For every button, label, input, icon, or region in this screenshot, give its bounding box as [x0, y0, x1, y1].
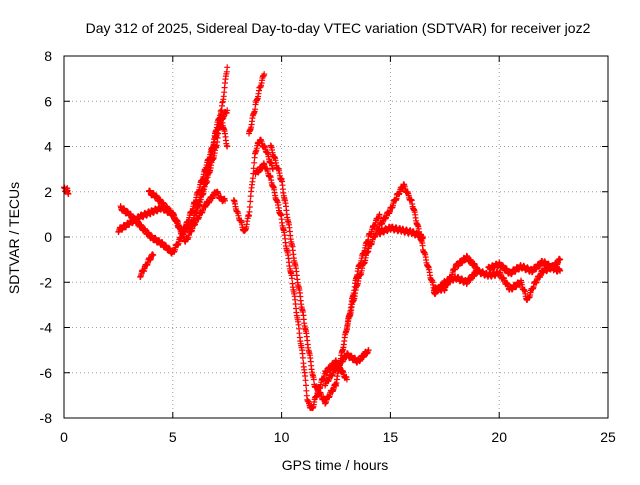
series-satellite-track-4 — [137, 251, 157, 280]
x-tick-label: 5 — [169, 429, 177, 445]
series-markers — [117, 107, 231, 257]
series-satellite-track-6 — [191, 108, 231, 217]
y-tick-label: -8 — [40, 410, 53, 426]
series-satellite-track-1 — [61, 184, 72, 197]
series-markers — [246, 71, 268, 137]
series-satellite-track-10 — [267, 142, 383, 407]
y-tick-label: -4 — [40, 320, 53, 336]
series-satellite-track-3 — [117, 107, 231, 257]
series-satellite-track-11 — [322, 347, 372, 389]
y-tick-label: 6 — [44, 93, 52, 109]
series-satellite-track-8 — [246, 71, 268, 137]
series-satellite-track-14 — [430, 255, 564, 303]
y-tick-label: -2 — [40, 274, 53, 290]
plot-frame — [63, 55, 609, 419]
x-axis-label: GPS time / hours — [282, 457, 389, 473]
y-tick-label: 0 — [44, 229, 52, 245]
series-markers — [61, 184, 72, 197]
series-satellite-track-12 — [343, 181, 481, 333]
x-tick-label: 0 — [60, 429, 68, 445]
series-satellite-track-13 — [376, 223, 426, 242]
series-markers — [485, 257, 564, 278]
data-points — [61, 64, 564, 412]
y-tick-label: 8 — [44, 48, 52, 64]
series-markers — [322, 347, 372, 389]
grid — [64, 56, 608, 418]
y-axis-label: SDTVAR / TECUs — [6, 182, 22, 294]
series-markers — [343, 181, 481, 333]
x-tick-label: 25 — [600, 429, 616, 445]
x-tick-label: 20 — [491, 429, 507, 445]
chart-title: Day 312 of 2025, Sidereal Day-to-day VTE… — [86, 20, 591, 36]
axis-ticks: 0 5 10 15 20 25 -8 -6 -4 -2 0 2 4 6 8 — [40, 48, 616, 445]
y-tick-label: -6 — [40, 365, 53, 381]
series-markers — [430, 255, 564, 303]
series-markers — [191, 108, 231, 217]
x-tick-label: 10 — [274, 429, 290, 445]
series-markers — [376, 223, 426, 242]
series-markers — [230, 136, 276, 234]
y-tick-label: 4 — [44, 139, 52, 155]
y-tick-label: 2 — [44, 184, 52, 200]
series-markers — [137, 251, 157, 280]
x-tick-label: 15 — [383, 429, 399, 445]
series-satellite-track-15 — [485, 257, 564, 278]
series-markers — [267, 142, 383, 407]
series-satellite-track-7 — [230, 136, 276, 234]
